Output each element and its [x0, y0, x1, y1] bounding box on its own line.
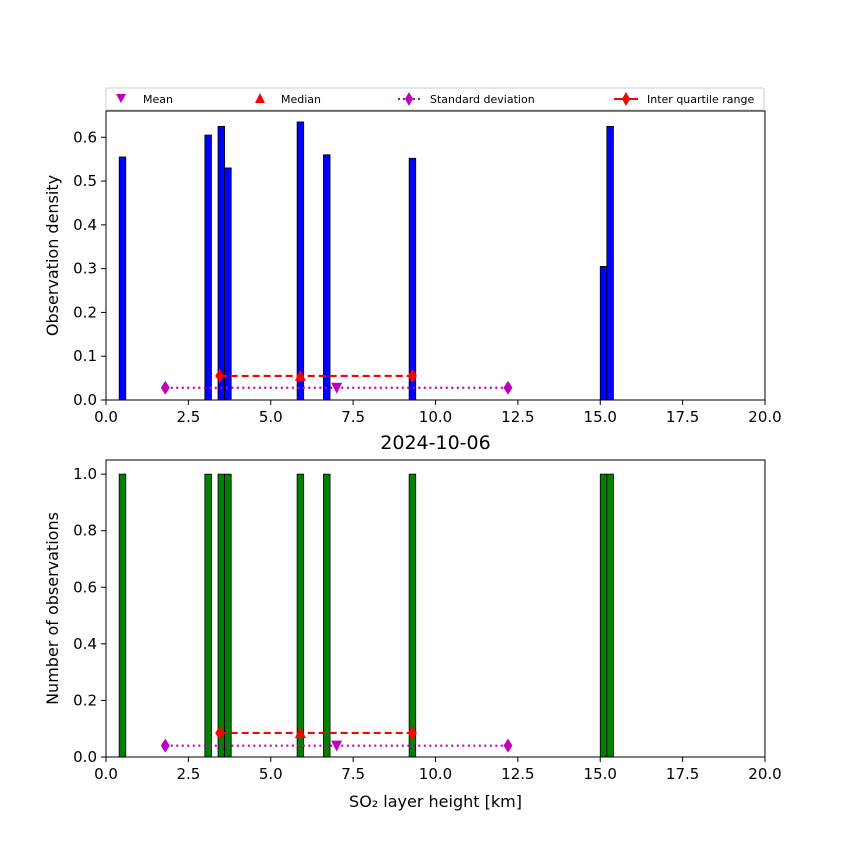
- count-x-tick-label: 5.0: [259, 765, 283, 783]
- density-bar: [204, 134, 212, 401]
- count-x-tick-label: 2.5: [176, 765, 200, 783]
- density-x-tick-label: 0.0: [94, 408, 118, 426]
- count-iqr-marker: [215, 725, 225, 740]
- density-bar: [606, 125, 614, 401]
- legend-std-entry: Standard deviation: [398, 92, 535, 106]
- density-x-tick-label: 12.5: [501, 408, 534, 426]
- std-marker-icon: [405, 92, 413, 106]
- legend-iqr-entry: Inter quartile range: [614, 92, 754, 106]
- density-y-tick-label: 0.1: [73, 347, 97, 365]
- count-y-tick-label: 0.2: [73, 691, 97, 709]
- count-x-tick-label: 17.5: [666, 765, 699, 783]
- legend-mean-entry: Mean: [116, 93, 173, 106]
- count-x-axis-label: SO₂ layer height [km]: [349, 792, 522, 811]
- legend-frame: [105, 87, 765, 111]
- count-median-marker: [294, 726, 306, 738]
- count-y-tick-label: 0.4: [73, 635, 97, 653]
- density-bar: [323, 154, 331, 401]
- count-iqr-marker: [407, 725, 417, 740]
- count-x-tick-label: 20.0: [748, 765, 781, 783]
- density-bar: [224, 167, 232, 401]
- count-std-marker: [503, 738, 513, 753]
- density-bar: [217, 125, 226, 401]
- density-mean-marker: [331, 382, 343, 394]
- density-x-tick-label: 10.0: [419, 408, 452, 426]
- legend-std-label: Standard deviation: [430, 93, 535, 106]
- density-y-axis-label: Observation density: [43, 175, 62, 336]
- count-x-tick-label: 10.0: [419, 765, 452, 783]
- median-marker-icon: [255, 93, 265, 103]
- density-x-tick-label: 17.5: [666, 408, 699, 426]
- legend-mean-label: Mean: [143, 93, 173, 106]
- density-median-marker: [294, 369, 306, 381]
- density-x-tick-label: 15.0: [584, 408, 617, 426]
- mean-marker-icon: [116, 94, 126, 103]
- count-y-tick-label: 0.6: [73, 578, 97, 596]
- count-y-tick-label: 1.0: [73, 465, 97, 483]
- density-iqr-marker: [215, 368, 225, 383]
- count-bar: [217, 473, 226, 758]
- chart-title: 2024-10-06: [380, 432, 490, 454]
- count-y-tick-label: 0.0: [73, 748, 97, 766]
- density-std-marker: [503, 380, 513, 395]
- legend-iqr-label: Inter quartile range: [647, 93, 754, 106]
- count-bar: [599, 473, 608, 758]
- density-y-tick-label: 0.2: [73, 303, 97, 321]
- density-x-tick-label: 20.0: [748, 408, 781, 426]
- count-bar: [606, 473, 614, 758]
- count-x-tick-label: 0.0: [94, 765, 118, 783]
- density-histogram-panel: 0.0 2.5 5.0 7.5 10.0 12.5 15.0 17.5 20.0 0.0 0.1 0.…: [43, 110, 782, 426]
- density-bar: [296, 121, 305, 401]
- density-std-marker: [160, 380, 170, 395]
- count-x-tick-label: 15.0: [584, 765, 617, 783]
- count-bar: [296, 473, 305, 758]
- density-y-tick-label: 0.5: [73, 172, 97, 190]
- density-bar: [118, 156, 127, 401]
- density-y-tick-label: 0.6: [73, 128, 97, 146]
- density-bar: [599, 266, 608, 401]
- count-bar: [408, 473, 417, 758]
- count-x-tick-label: 7.5: [341, 765, 365, 783]
- density-x-tick-label: 2.5: [176, 408, 200, 426]
- density-iqr-marker: [407, 368, 417, 383]
- density-y-tick-label: 0.3: [73, 260, 97, 278]
- count-histogram-panel: 0.0 2.5 5.0 7.5 10.0 12.5 15.0 17.5 20.0 0.0 0.2 0.…: [43, 432, 782, 811]
- count-y-tick-label: 0.8: [73, 522, 97, 540]
- density-x-tick-label: 5.0: [259, 408, 283, 426]
- density-y-tick-label: 0.4: [73, 216, 97, 234]
- density-y-tick-label: 0.0: [73, 391, 97, 409]
- iqr-marker-icon: [622, 92, 630, 106]
- count-std-marker: [160, 738, 170, 753]
- count-bar: [323, 473, 331, 758]
- count-x-tick-label: 12.5: [501, 765, 534, 783]
- legend-median-label: Median: [281, 93, 321, 106]
- legend: Mean Median Standard deviation Inter qua…: [105, 87, 765, 111]
- density-bar: [408, 157, 417, 401]
- count-bar: [224, 473, 232, 758]
- count-bar: [118, 473, 127, 758]
- count-bar: [204, 473, 212, 758]
- count-mean-marker: [331, 740, 343, 752]
- count-y-axis-label: Number of observations: [43, 512, 62, 705]
- legend-median-entry: Median: [255, 93, 321, 106]
- density-x-tick-label: 7.5: [341, 408, 365, 426]
